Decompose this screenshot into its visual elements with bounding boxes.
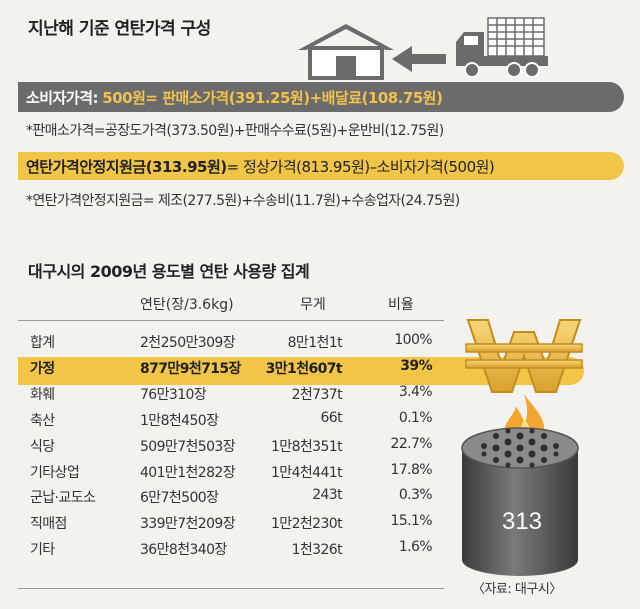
consumer-price-bar: 소비자가격: 500원= 판매소가격(391.25원)+배달료(108.75원)	[18, 82, 624, 112]
count-cell: 2천250만309장	[140, 335, 236, 351]
won-sign-icon	[465, 319, 583, 393]
category-cell: 군납·교도소	[30, 490, 96, 507]
table-row: 축산 1만8천450장 66t 0.1%	[0, 406, 640, 431]
table-row: 화훼 76만310장 2천737t 3.4%	[0, 380, 640, 405]
column-header-ratio: 비율	[388, 297, 414, 313]
column-header-count: 연탄(장/3.6kg)	[140, 297, 234, 313]
category-cell: 기타	[30, 542, 55, 559]
category-cell: 합계	[30, 335, 55, 351]
table-row: 합계 2천250만309장 8만1천1t 100%	[0, 328, 640, 353]
store-price-note: *판매소가격=공장도가격(373.50원)+판매수수료(5원)+운반비(12.7…	[26, 123, 444, 139]
weight-cell: 8만1천1t	[287, 335, 343, 351]
consumer-price-formula: = 판매소가격(391.25원)+배달료(108.75원)	[145, 89, 443, 107]
weight-cell: 2천737t	[291, 386, 343, 403]
category-cell: 식당	[30, 438, 55, 455]
weight-cell: 1만8천351t	[271, 438, 343, 455]
column-header-weight: 무게	[300, 297, 326, 313]
header-divider	[18, 320, 444, 321]
weight-cell: 243t	[312, 487, 342, 504]
weight-cell: 1만2천230t	[271, 516, 343, 533]
consumer-price-value: 500원	[102, 89, 146, 107]
table-row: 직매점 339만7천209장 1만2천230t 15.1%	[0, 509, 640, 534]
ratio-cell: 100%	[394, 332, 432, 348]
truck-icon	[456, 17, 548, 78]
count-cell: 401만1천282장	[140, 464, 236, 481]
category-cell: 화훼	[30, 386, 55, 403]
weight-cell: 1만4천441t	[271, 464, 343, 481]
ratio-cell: 17.8%	[390, 461, 433, 478]
weight-cell: 1천326t	[291, 542, 343, 559]
ratio-cell: 3.4%	[398, 383, 433, 400]
coal-briquette-icon	[461, 427, 579, 576]
subsidy-bar: 연탄가격안정지원금(313.95원)= 정상가격(813.95원)–소비자가격(…	[18, 152, 624, 180]
count-cell: 36만8천340장	[140, 542, 227, 559]
table-row: 기타 36만8천340장 1천326t 1.6%	[0, 535, 640, 560]
ratio-cell: 0.1%	[398, 409, 433, 426]
price-title: 지난해 기준 연탄가격 구성	[28, 19, 211, 39]
count-cell: 76만310장	[140, 386, 207, 403]
subsidy-label: 연탄가격안정지원금(313.95원)	[26, 158, 227, 176]
count-cell: 877만9천715장	[140, 360, 241, 377]
count-cell: 6만7천500장	[140, 490, 219, 507]
table-row: 기타상업 401만1천282장 1만4천441t 17.8%	[0, 458, 640, 483]
ratio-cell: 39%	[400, 357, 432, 374]
source-note: 〈자료: 대구시〉	[472, 582, 562, 597]
arrow-left-icon	[392, 46, 446, 72]
category-cell: 가정	[30, 360, 55, 377]
count-cell: 1만8천450장	[140, 412, 219, 429]
subsidy-note: *연탄가격안정지원금= 제조(277.5원)+수송비(11.7원)+수송업자(2…	[26, 193, 460, 209]
house-icon	[298, 24, 394, 80]
consumer-price-label: 소비자가격:	[26, 89, 99, 107]
weight-cell: 3만1천607t	[265, 360, 343, 377]
table-row: 식당 509만7천503장 1만8천351t 22.7%	[0, 432, 640, 457]
ratio-cell: 15.1%	[390, 513, 433, 530]
usage-table-title: 대구시의 2009년 용도별 연탄 사용량 집계	[28, 262, 310, 281]
bottom-divider	[18, 588, 444, 589]
category-cell: 축산	[30, 412, 55, 429]
subsidy-formula: = 정상가격(813.95원)–소비자가격(500원)	[226, 158, 495, 176]
briquette-number: 313	[501, 508, 543, 535]
category-cell: 직매점	[30, 516, 67, 533]
weight-cell: 66t	[320, 409, 342, 426]
table-row: 가정 877만9천715장 3만1천607t 39%	[0, 354, 640, 379]
ratio-cell: 22.7%	[390, 435, 433, 452]
table-row: 군납·교도소 6만7천500장 243t 0.3%	[0, 483, 640, 508]
count-cell: 509만7천503장	[140, 438, 236, 455]
ratio-cell: 1.6%	[398, 539, 433, 556]
ratio-cell: 0.3%	[398, 487, 433, 504]
category-cell: 기타상업	[30, 464, 80, 481]
count-cell: 339만7천209장	[140, 516, 236, 533]
